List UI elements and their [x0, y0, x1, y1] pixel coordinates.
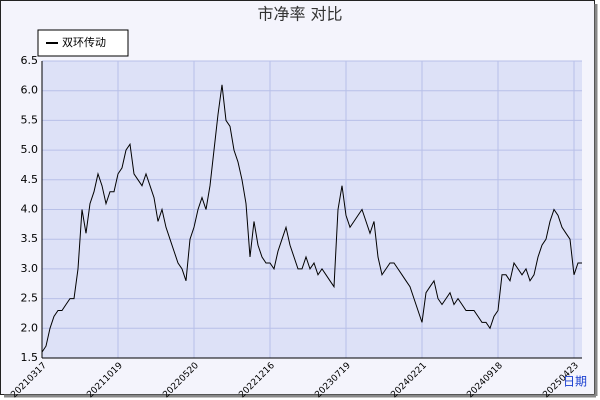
y-tick-label: 2.5 [21, 292, 39, 305]
y-tick-label: 6.0 [21, 84, 39, 97]
y-tick-label: 3.0 [21, 262, 39, 275]
y-tick-label: 4.5 [21, 173, 39, 186]
y-tick-label: 1.5 [21, 351, 39, 364]
chart-title: 市净率 对比 [257, 5, 342, 24]
x-axis-label[interactable]: 日期 [563, 375, 587, 389]
y-tick-label: 5.0 [21, 143, 39, 156]
y-tick-label: 6.5 [21, 54, 39, 67]
y-tick-label: 2.0 [21, 321, 39, 334]
y-tick-label: 3.5 [21, 232, 39, 245]
y-tick-label: 5.5 [21, 113, 39, 126]
line-series [41, 84, 582, 353]
legend-label: 双环传动 [62, 36, 106, 49]
y-tick-label: 4.0 [21, 203, 39, 216]
